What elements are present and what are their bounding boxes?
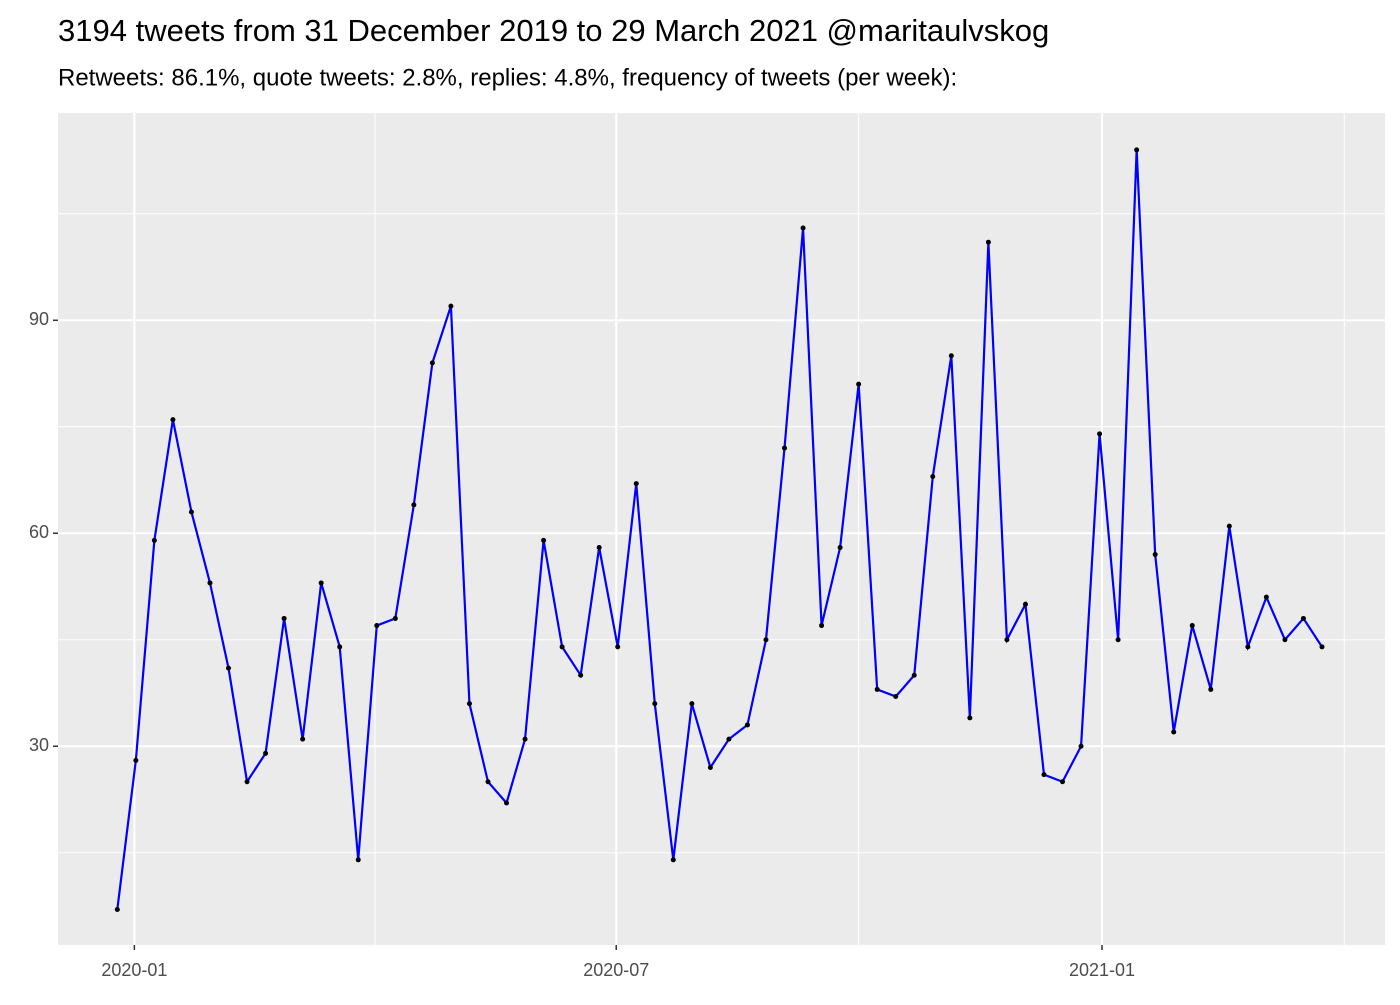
point	[1282, 637, 1288, 643]
point	[429, 360, 435, 366]
point	[1041, 772, 1047, 778]
point	[819, 623, 825, 629]
point	[300, 736, 306, 742]
point	[837, 544, 843, 550]
point	[114, 907, 120, 913]
point	[170, 417, 176, 423]
point	[967, 715, 973, 721]
point	[374, 623, 380, 629]
x-tick-label: 2020-07	[583, 960, 649, 980]
point	[207, 580, 213, 586]
point	[448, 303, 454, 309]
point	[1208, 686, 1214, 692]
point	[1078, 743, 1084, 749]
point	[1319, 644, 1325, 650]
point	[1134, 147, 1140, 153]
point	[578, 672, 584, 678]
point	[263, 750, 269, 756]
point	[856, 381, 862, 387]
point	[1060, 779, 1066, 785]
point	[151, 537, 157, 543]
point	[911, 672, 917, 678]
point	[652, 701, 658, 707]
point	[874, 686, 880, 692]
point	[1226, 523, 1232, 529]
point	[485, 779, 491, 785]
point	[133, 757, 139, 763]
point	[893, 694, 899, 700]
point	[541, 537, 547, 543]
point	[763, 637, 769, 643]
point	[800, 225, 806, 231]
point	[355, 857, 361, 863]
point	[318, 580, 324, 586]
point	[226, 665, 232, 671]
point	[782, 445, 788, 451]
point	[466, 701, 472, 707]
y-tick-label: 90	[29, 309, 49, 329]
point	[985, 239, 991, 245]
point	[1189, 623, 1195, 629]
point	[930, 473, 936, 479]
x-tick-label: 2021-01	[1069, 960, 1135, 980]
point	[392, 615, 398, 621]
point	[337, 644, 343, 650]
point	[559, 644, 565, 650]
point	[707, 765, 713, 771]
point	[1171, 729, 1177, 735]
point	[689, 701, 695, 707]
y-tick-label: 30	[29, 735, 49, 755]
point	[670, 857, 676, 863]
point	[1300, 615, 1306, 621]
point	[188, 509, 194, 515]
chart-title: 3194 tweets from 31 December 2019 to 29 …	[58, 13, 1049, 48]
point	[522, 736, 528, 742]
point	[726, 736, 732, 742]
point	[948, 353, 954, 359]
point	[744, 722, 750, 728]
point	[1004, 637, 1010, 643]
plot-panel	[58, 113, 1385, 945]
point	[1152, 552, 1158, 558]
point	[281, 615, 287, 621]
point	[615, 644, 621, 650]
point	[633, 481, 639, 487]
point	[596, 544, 602, 550]
point	[1245, 644, 1251, 650]
chart-subtitle: Retweets: 86.1%, quote tweets: 2.8%, rep…	[58, 64, 957, 91]
point	[1022, 601, 1028, 607]
line	[116, 149, 1323, 910]
point	[504, 800, 510, 806]
point	[1263, 594, 1269, 600]
point	[1097, 431, 1103, 437]
x-tick-label: 2020-01	[101, 960, 167, 980]
point	[1115, 637, 1121, 643]
y-tick-label: 60	[29, 522, 49, 542]
point	[244, 779, 250, 785]
point	[411, 502, 417, 508]
